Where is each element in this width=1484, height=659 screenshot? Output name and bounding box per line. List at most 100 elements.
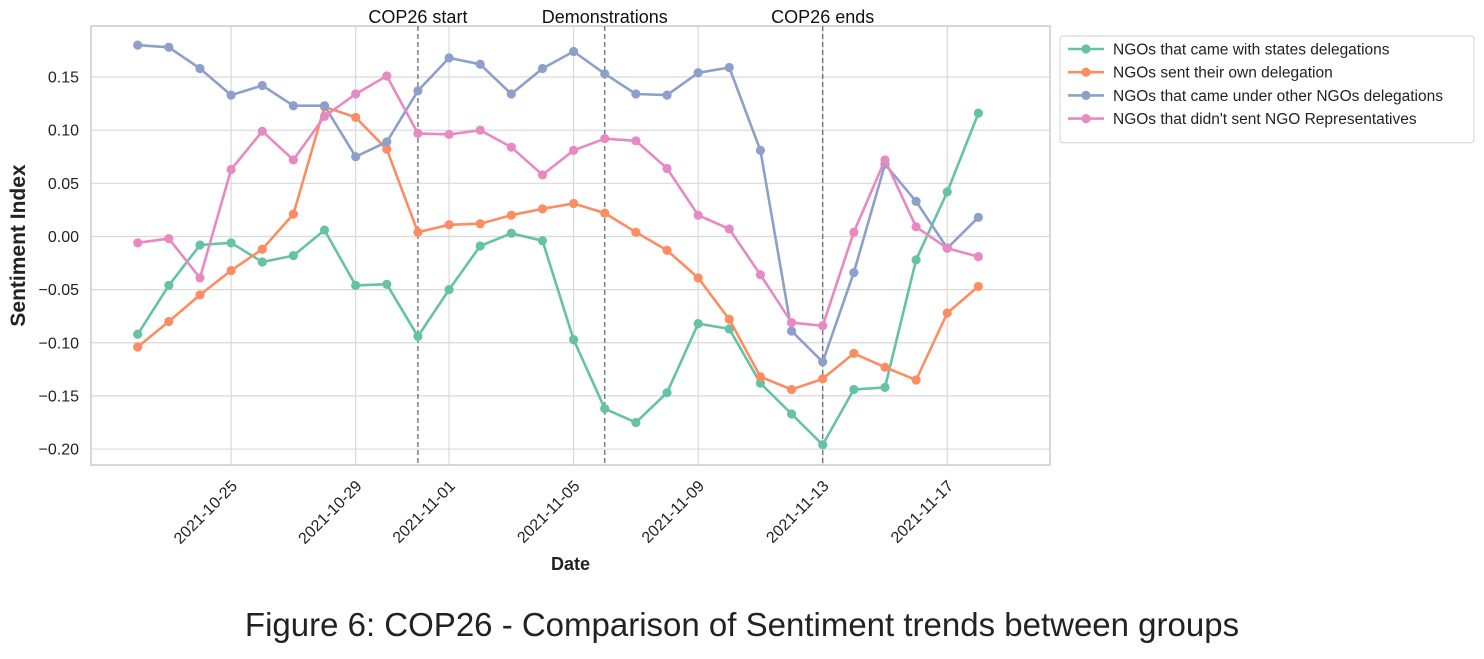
data-point <box>164 316 174 327</box>
data-point <box>537 236 548 246</box>
data-point <box>724 314 734 324</box>
data-point <box>755 145 766 155</box>
data-point <box>475 59 485 69</box>
y-tick-label: 0.05 <box>48 176 79 193</box>
figure-caption: Figure 6: COP26 - Comparison of Sentimen… <box>244 606 1240 643</box>
legend-entry: NGOs that came with states delegations <box>1113 42 1390 59</box>
data-point <box>786 409 797 419</box>
data-point <box>475 125 485 135</box>
data-point <box>506 210 516 220</box>
legend-swatch-marker <box>1081 67 1091 77</box>
data-point <box>662 163 672 174</box>
x-tick-label: 2021-11-01 <box>390 478 459 547</box>
data-point <box>319 111 330 121</box>
data-point <box>942 308 952 318</box>
data-point <box>382 144 392 154</box>
data-point <box>973 108 983 118</box>
x-tick-label: 2021-11-09 <box>639 478 708 547</box>
legend-swatch-marker <box>1081 114 1091 124</box>
data-point <box>818 321 828 331</box>
series-line <box>136 112 980 447</box>
data-point <box>942 187 952 197</box>
x-axis-title: Date <box>551 554 590 574</box>
data-point <box>880 382 890 393</box>
data-point <box>631 417 641 428</box>
data-point <box>413 128 423 138</box>
x-tick-label: 2021-11-13 <box>763 478 832 547</box>
y-tick-label: 0.10 <box>48 123 79 140</box>
data-point <box>133 238 143 248</box>
series-line <box>136 105 980 391</box>
data-point <box>724 224 734 234</box>
data-point <box>569 334 579 345</box>
data-point <box>942 243 952 253</box>
data-point <box>662 388 672 398</box>
data-point <box>600 69 610 79</box>
data-point <box>880 155 890 165</box>
data-point <box>569 198 579 209</box>
data-point <box>351 152 361 162</box>
legend-box <box>1059 35 1475 144</box>
data-point <box>880 362 890 372</box>
data-point <box>257 126 267 136</box>
series-line <box>137 74 979 328</box>
data-point <box>849 348 859 358</box>
data-point <box>351 89 361 99</box>
data-point <box>195 273 205 283</box>
data-point <box>755 372 766 382</box>
data-point <box>631 227 641 237</box>
data-point <box>537 63 548 74</box>
legend-entry: NGOs that didn't sent NGO Representative… <box>1113 111 1417 128</box>
data-point <box>911 222 921 232</box>
data-point <box>849 384 859 395</box>
data-point <box>537 204 548 214</box>
data-point <box>724 324 734 334</box>
data-point <box>475 241 485 251</box>
data-point <box>226 265 236 276</box>
data-point <box>257 244 267 254</box>
x-tick-label: 2021-10-25 <box>171 478 241 548</box>
series-line <box>137 43 980 364</box>
data-point <box>413 86 423 96</box>
data-point <box>537 170 548 180</box>
data-point <box>444 220 454 230</box>
data-point <box>288 101 298 111</box>
event-label: COP26 start <box>368 7 467 27</box>
event-label: Demonstrations <box>542 7 668 27</box>
plot-frame <box>90 25 1051 466</box>
data-point <box>164 233 174 244</box>
data-point <box>133 40 143 50</box>
data-point <box>973 252 983 262</box>
event-label: COP26 ends <box>771 7 874 27</box>
data-point <box>413 331 423 341</box>
data-point <box>288 250 298 261</box>
x-tick-label: 2021-10-29 <box>296 478 366 548</box>
data-point <box>755 270 766 280</box>
data-point <box>319 101 330 111</box>
data-point <box>133 342 143 352</box>
data-point <box>444 53 454 63</box>
data-point <box>319 225 330 235</box>
data-point <box>444 285 454 295</box>
data-point <box>818 374 828 384</box>
data-point <box>164 42 174 52</box>
legend-swatch-marker <box>1081 90 1091 100</box>
data-point <box>662 90 672 100</box>
y-tick-label: −0.20 <box>39 442 80 459</box>
data-point <box>506 89 516 99</box>
y-axis-title: Sentiment Index <box>7 164 30 327</box>
data-point <box>226 238 236 248</box>
data-point <box>257 257 267 267</box>
data-point <box>133 329 143 339</box>
data-point <box>662 245 672 255</box>
data-point <box>818 357 828 367</box>
data-point <box>600 404 610 414</box>
data-point <box>786 384 797 395</box>
data-point <box>693 319 703 329</box>
data-point <box>631 136 641 146</box>
plot-area <box>91 26 1050 465</box>
data-point <box>849 268 859 278</box>
data-point <box>413 227 423 237</box>
data-point <box>693 210 703 220</box>
data-point <box>195 63 205 74</box>
